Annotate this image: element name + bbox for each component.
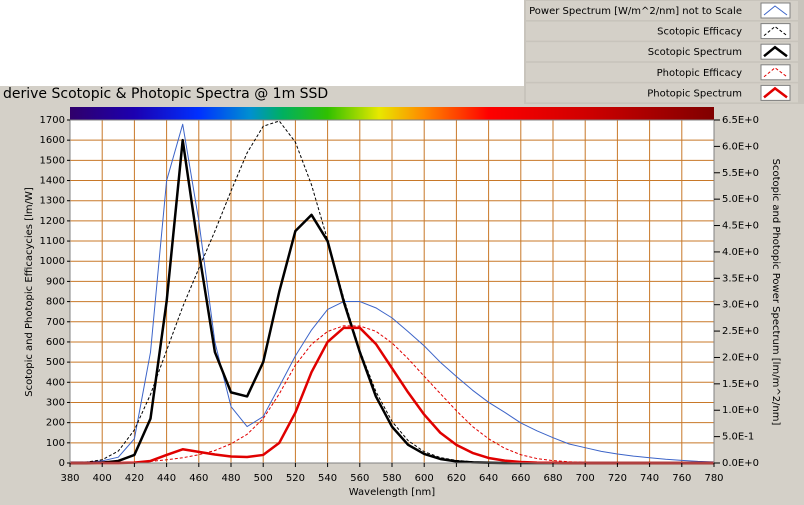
x-tick-label: 460 bbox=[189, 473, 208, 484]
spectrum-bar bbox=[70, 107, 714, 120]
x-tick-label: 600 bbox=[415, 473, 434, 484]
x-tick-label: 740 bbox=[640, 473, 659, 484]
x-tick-label: 440 bbox=[157, 473, 176, 484]
y-tick-label: 700 bbox=[46, 317, 65, 328]
x-tick-label: 520 bbox=[286, 473, 305, 484]
x-tick-label: 700 bbox=[576, 473, 595, 484]
y-tick-label: 1700 bbox=[40, 115, 65, 126]
chart-title: derive Scotopic & Photopic Spectra @ 1m … bbox=[3, 86, 328, 102]
x-tick-label: 620 bbox=[447, 473, 466, 484]
x-tick-label: 500 bbox=[254, 473, 273, 484]
legend-row bbox=[526, 83, 798, 103]
y-tick-label: 0 bbox=[59, 458, 65, 469]
y-tick-label: 600 bbox=[46, 337, 65, 348]
y2-tick-label: 2.5E+0 bbox=[722, 326, 759, 337]
y-axis-label: Scotopic and Photopic Efficacycies [lm/W… bbox=[24, 187, 35, 397]
series-line bbox=[70, 123, 715, 463]
legend-label: Power Spectrum [W/m^2/nm] not to Scale bbox=[529, 6, 742, 17]
y-tick-label: 100 bbox=[46, 438, 65, 449]
y2-tick-label: 6.5E+0 bbox=[722, 115, 759, 126]
x-tick-label: 580 bbox=[382, 473, 401, 484]
legend-swatch-box bbox=[760, 64, 791, 81]
header-area bbox=[0, 0, 524, 86]
legend-swatch bbox=[763, 45, 788, 58]
y2-tick-label: 1.0E+0 bbox=[722, 405, 759, 416]
y-tick-label: 1200 bbox=[40, 216, 65, 227]
y2-tick-label: 4.0E+0 bbox=[722, 247, 759, 258]
legend-row bbox=[526, 1, 798, 20]
y2-tick-label: 4.5E+0 bbox=[722, 221, 759, 232]
y2-tick-label: 5.0E-1 bbox=[722, 432, 754, 443]
x-tick-label: 780 bbox=[704, 473, 723, 484]
legend-swatch-box bbox=[760, 2, 791, 19]
y2-tick-label: 5.0E+0 bbox=[722, 194, 759, 205]
y2-tick-label: 1.5E+0 bbox=[722, 379, 759, 390]
legend-label: Photopic Efficacy bbox=[657, 68, 742, 79]
legend-row bbox=[526, 62, 798, 82]
y-tick-label: 1300 bbox=[40, 196, 65, 207]
x-tick-label: 480 bbox=[221, 473, 240, 484]
y-tick-label: 800 bbox=[46, 297, 65, 308]
legend-swatch-box bbox=[760, 23, 791, 40]
x-tick-label: 420 bbox=[125, 473, 144, 484]
x-axis-label: Wavelength [nm] bbox=[349, 487, 435, 498]
legend-label: Scotopic Efficacy bbox=[657, 27, 742, 38]
y-tick-label: 300 bbox=[46, 397, 65, 408]
y2-tick-label: 3.5E+0 bbox=[722, 273, 759, 284]
y2-axis-label: Scotopic and Photopic Power Spectrum [lm… bbox=[770, 159, 781, 426]
x-tick-label: 680 bbox=[543, 473, 562, 484]
y-tick-label: 1600 bbox=[40, 135, 65, 146]
legend-label: Scotopic Spectrum bbox=[648, 47, 742, 58]
legend-swatch bbox=[763, 5, 788, 16]
legend-label: Photopic Spectrum bbox=[647, 88, 742, 99]
legend-swatch-box bbox=[760, 43, 791, 60]
legend-swatch-box bbox=[760, 84, 791, 101]
legend-row bbox=[526, 42, 798, 62]
x-tick-label: 640 bbox=[479, 473, 498, 484]
y2-tick-label: 5.5E+0 bbox=[722, 168, 759, 179]
x-tick-label: 660 bbox=[511, 473, 530, 484]
y-tick-label: 1400 bbox=[40, 176, 65, 187]
y-tick-label: 200 bbox=[46, 418, 65, 429]
y-tick-label: 1500 bbox=[40, 155, 65, 166]
y-tick-label: 1000 bbox=[40, 256, 65, 267]
y-tick-label: 1100 bbox=[40, 236, 65, 247]
x-tick-label: 540 bbox=[318, 473, 337, 484]
x-tick-label: 380 bbox=[60, 473, 79, 484]
x-tick-label: 720 bbox=[608, 473, 627, 484]
x-tick-label: 760 bbox=[672, 473, 691, 484]
y2-tick-label: 6.0E+0 bbox=[722, 141, 759, 152]
x-tick-label: 560 bbox=[350, 473, 369, 484]
y2-tick-label: 2.0E+0 bbox=[722, 352, 759, 363]
y-tick-label: 900 bbox=[46, 276, 65, 287]
y2-tick-label: 3.0E+0 bbox=[722, 300, 759, 311]
legend-row bbox=[526, 21, 798, 41]
legend-swatch bbox=[763, 86, 788, 99]
y-tick-label: 400 bbox=[46, 377, 65, 388]
y-tick-label: 500 bbox=[46, 357, 65, 368]
x-tick-label: 400 bbox=[93, 473, 112, 484]
y2-tick-label: 0.0E+0 bbox=[722, 458, 759, 469]
